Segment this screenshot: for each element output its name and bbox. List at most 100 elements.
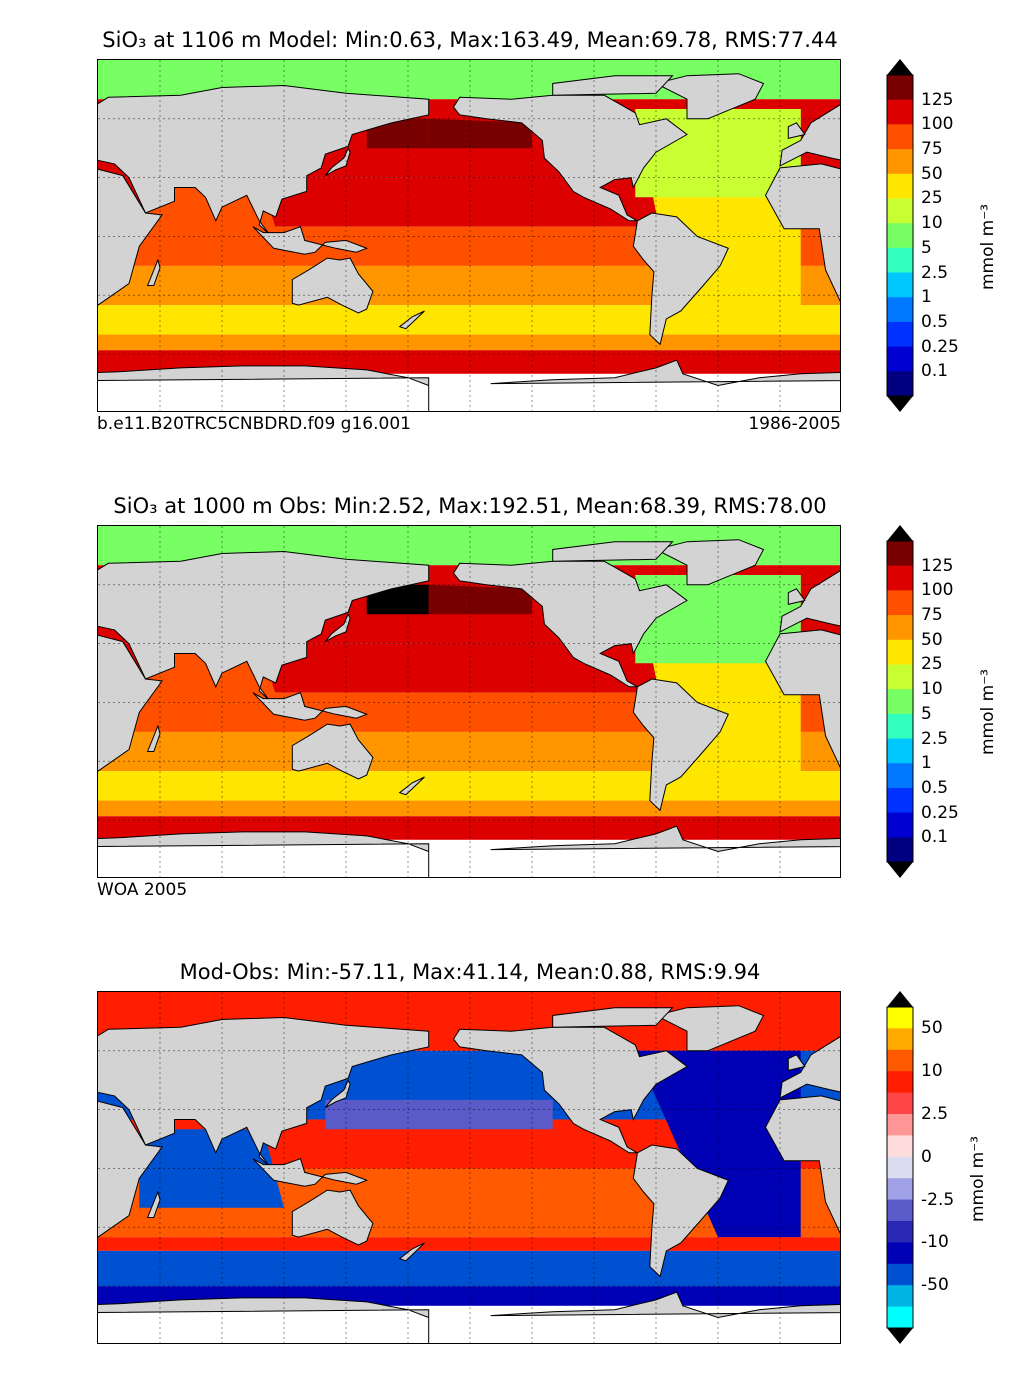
colorbar-swatch [887,124,913,150]
colorbar-tick-label: 25 [921,654,943,675]
obs-panel: SiO₃ at 1000 m Obs: Min:2.52, Max:192.51… [97,494,998,900]
colorbar-tick-label: 2.5 [921,728,949,749]
north-america-land [452,94,688,222]
africa-land [764,163,840,303]
colorbar-tick-label: 75 [921,605,943,626]
arctic-islands-land [552,75,674,96]
north-pacific-max [366,118,429,149]
colorbar-swatch [887,1135,913,1158]
africa-land [98,634,164,772]
colorbar-swatch [887,297,913,323]
madagascar-land [146,258,161,286]
new-zealand-land [398,1242,425,1262]
uk-land [787,1054,806,1072]
antarctica-land [490,359,840,387]
colorbar-tick-label: 0 [921,1146,932,1167]
colorbar-swatch [887,1242,913,1265]
eurasia-land [98,84,430,235]
colorbar-tick-label: 10 [921,213,943,234]
eurasia-land [779,570,840,633]
colorbar-tick-label: 10 [921,1061,943,1082]
colorbar-tick-label: 5 [921,237,932,258]
australia-land [291,257,374,314]
indian-field [139,653,284,723]
antarctica-land [490,1291,840,1319]
south-america-land [632,212,729,346]
uk-land [787,588,806,606]
colorbar-tick-label: 100 [921,580,954,601]
colorbar-tick-label: 0.1 [921,361,949,382]
model-panel: SiO₃ at 1106 m Model: Min:0.63, Max:163.… [0,0,1030,460]
obs-source-label: WOA 2005 [97,880,188,900]
pacific-gradient-diff [325,1099,553,1130]
antarctica-land [98,831,430,877]
colorbar-swatch [887,664,913,690]
diff-colorbar [886,991,914,1344]
australia-land [291,723,374,780]
africa-land [764,629,840,769]
indonesia-land [252,226,369,255]
africa-land [98,1100,164,1238]
colorbar-tick-label: 125 [921,89,954,110]
colorbar-tick-label: 75 [921,139,943,160]
japan-land [324,1079,351,1109]
model-title: SiO₃ at 1106 m Model: Min:0.63, Max:163.… [102,28,838,52]
colorbar-top-arrow [887,59,913,75]
colorbar-swatch [887,247,913,274]
obs-map-svg [98,526,840,877]
obs-colorbar [886,525,914,878]
colorbar-frame [886,1006,914,1329]
japan-land [324,613,351,643]
colorbar-tick-label: 1 [921,753,932,774]
colorbar-swatch [887,615,913,641]
colorbar-swatch [887,1156,913,1179]
colorbar-tick-label: -50 [921,1275,949,1296]
north-america-land [452,560,688,688]
colorbar-swatch [887,1007,913,1029]
obs-colorbar-svg [886,525,914,878]
colorbar-swatch [887,1092,913,1115]
eurasia-land [98,550,430,701]
colorbar-swatch [887,541,913,567]
south-america-land [632,1144,729,1278]
colorbar-tick-label: 0.25 [921,802,959,823]
south-america-land [632,678,729,812]
colorbar-tick-label: 25 [921,188,943,209]
japan-land [324,147,351,177]
north-pacific-max [366,584,429,615]
colorbar-swatch [887,346,913,372]
colorbar-tick-label: -2.5 [921,1189,955,1210]
colorbar-tick-label: 0.5 [921,777,949,798]
africa-land [764,1095,840,1235]
colorbar-swatch [887,1285,913,1308]
obs-title: SiO₃ at 1000 m Obs: Min:2.52, Max:192.51… [113,494,827,518]
colorbar-swatch [887,198,913,224]
colorbar-swatch [887,837,913,863]
indonesia-land [252,692,369,721]
uk-land [787,122,806,140]
colorbar-swatch [887,1199,913,1222]
colorbar-tick-label: -10 [921,1232,949,1253]
colorbar-swatch [887,1178,913,1201]
southern-diff [98,1250,840,1287]
colorbar-swatch [887,99,913,125]
colorbar-tick-label: 100 [921,114,954,135]
madagascar-land [146,1190,161,1218]
colorbar-swatch [887,713,913,740]
colorbar-tick-label: 50 [921,163,943,184]
model-case-label: b.e11.B20TRC5CNBDRD.f09 g16.001 [97,414,411,434]
colorbar-tick-label: 2.5 [921,262,949,283]
colorbar-tick-label: 50 [921,629,943,650]
colorbar-bottom-arrow [887,396,913,412]
colorbar-swatch [887,565,913,591]
colorbar-swatch [887,1071,913,1094]
antarctica-land [490,825,840,853]
colorbar-swatch [887,173,913,199]
colorbar-bottom-arrow [887,862,913,878]
model-map [97,59,841,412]
colorbar-tick-label: 2.5 [921,1104,949,1124]
new-zealand-land [398,310,425,330]
eurasia-land [779,104,840,167]
colorbar-swatch [887,1306,913,1329]
